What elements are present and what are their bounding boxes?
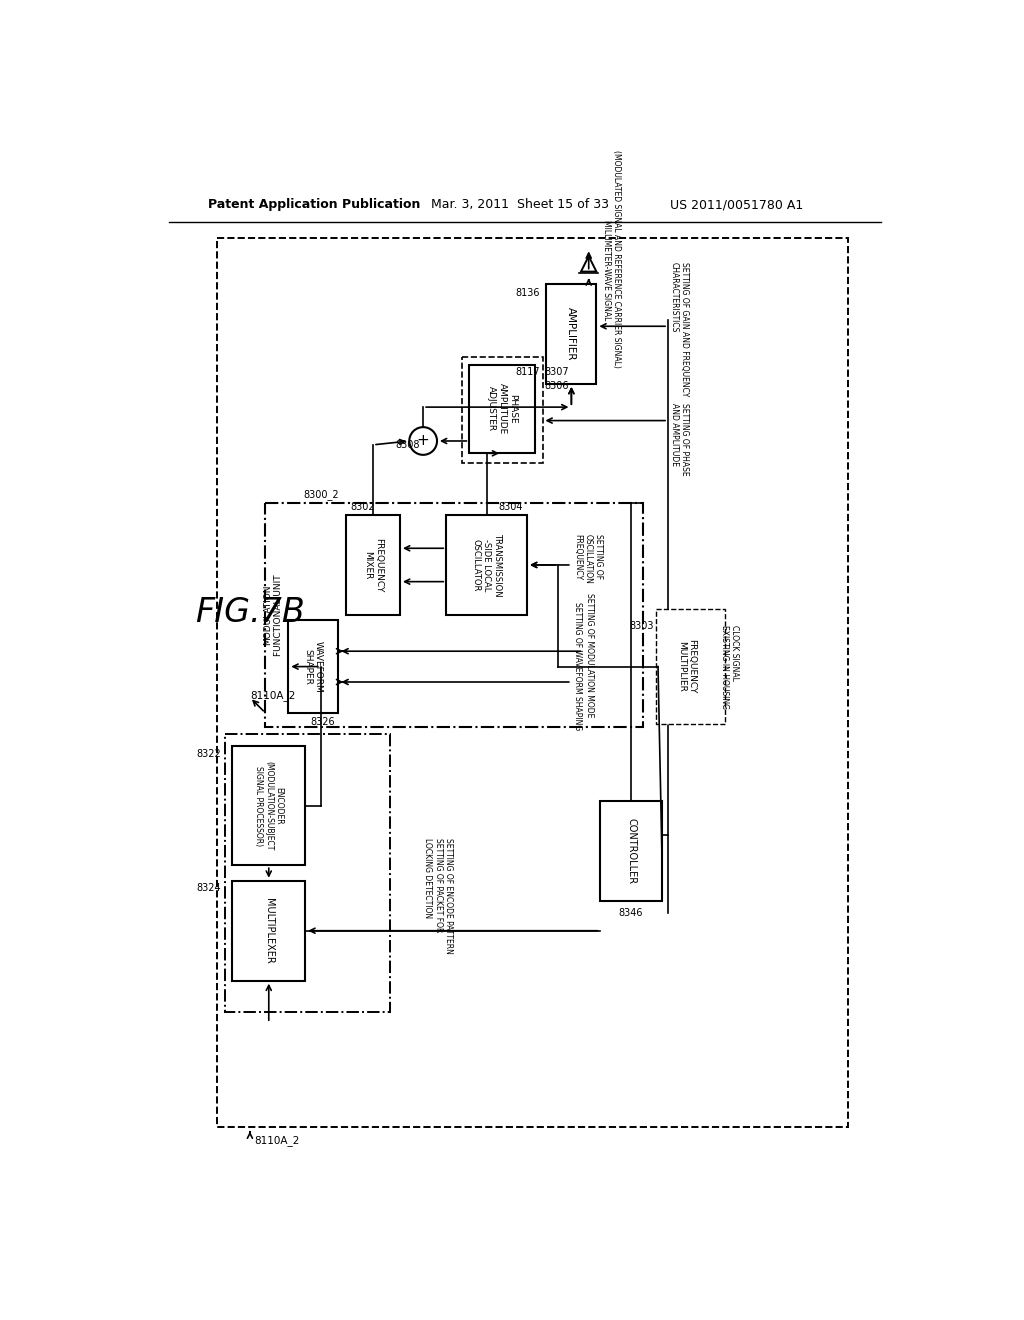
Text: CONTROLLER: CONTROLLER xyxy=(626,818,636,884)
Text: SETTING OF GAIN AND FREQUENCY
CHARACTERISTICS: SETTING OF GAIN AND FREQUENCY CHARACTERI… xyxy=(670,263,689,396)
Text: TRANSMISSION
-SIDE LOCAL
OSCILLATOR: TRANSMISSION -SIDE LOCAL OSCILLATOR xyxy=(472,533,502,597)
Text: SETTING OF ENCODE PATTERN
SETTING OF PACKET FOR
LOCKING DETECTION: SETTING OF ENCODE PATTERN SETTING OF PAC… xyxy=(423,838,453,954)
Text: FREQUENCY
MULTIPLIER: FREQUENCY MULTIPLIER xyxy=(677,639,696,694)
Bar xyxy=(346,515,400,615)
Text: 8326: 8326 xyxy=(310,717,335,727)
Text: ENCODER
(MODULATION-SUBJECT
SIGNAL PROCESSOR): ENCODER (MODULATION-SUBJECT SIGNAL PROCE… xyxy=(254,760,284,850)
Text: (MODULATED SIGNAL AND REFERENCE CARRIER SIGNAL): (MODULATED SIGNAL AND REFERENCE CARRIER … xyxy=(611,149,621,367)
Bar xyxy=(600,801,662,902)
Text: Patent Application Publication: Patent Application Publication xyxy=(208,198,420,211)
Text: 8302: 8302 xyxy=(350,502,375,512)
Text: US 2011/0051780 A1: US 2011/0051780 A1 xyxy=(670,198,803,211)
Text: SETTING OF
OSCILLATION
FREQUENCY: SETTING OF OSCILLATION FREQUENCY xyxy=(573,533,603,583)
Text: 8308: 8308 xyxy=(395,440,420,450)
Bar xyxy=(547,284,596,384)
Bar xyxy=(265,503,643,726)
Text: FREQUENCY
MIXER: FREQUENCY MIXER xyxy=(364,537,383,593)
Text: 8136: 8136 xyxy=(516,288,541,298)
Text: Mar. 3, 2011  Sheet 15 of 33: Mar. 3, 2011 Sheet 15 of 33 xyxy=(431,198,609,211)
Text: AMPLIFIER: AMPLIFIER xyxy=(566,308,577,360)
Text: 8324: 8324 xyxy=(196,883,220,894)
Text: WAVEFORM
SHAPER: WAVEFORM SHAPER xyxy=(304,640,324,693)
Text: CLOCK SIGNAL
EXISTING IN HOUSING: CLOCK SIGNAL EXISTING IN HOUSING xyxy=(720,624,739,709)
Text: 8322: 8322 xyxy=(196,748,220,759)
Text: 8303: 8303 xyxy=(630,620,654,631)
Bar xyxy=(232,746,305,866)
Bar xyxy=(446,515,527,615)
Text: SETTING OF MODULATION MODE: SETTING OF MODULATION MODE xyxy=(585,593,594,717)
Text: PHASE
AMPLITUDE
ADJUSTER: PHASE AMPLITUDE ADJUSTER xyxy=(487,383,517,434)
Bar xyxy=(658,616,716,717)
Bar xyxy=(224,734,390,1011)
Text: 8300_2: 8300_2 xyxy=(304,488,339,499)
Text: MODULATION
FUNCTIONAL UNIT: MODULATION FUNCTIONAL UNIT xyxy=(263,574,283,656)
Text: 8307: 8307 xyxy=(545,367,569,378)
Bar xyxy=(655,609,725,725)
Bar xyxy=(469,364,535,453)
Text: +: + xyxy=(417,433,429,449)
Text: FIG.7B: FIG.7B xyxy=(195,597,305,630)
Text: 8110A_2: 8110A_2 xyxy=(254,1135,299,1146)
Text: SETTING OF PHASE
AND AMPLITUDE: SETTING OF PHASE AND AMPLITUDE xyxy=(670,403,689,475)
Bar xyxy=(217,238,848,1127)
Text: 8304: 8304 xyxy=(499,502,523,512)
Text: SETTING OF WAVEFORM SHAPING: SETTING OF WAVEFORM SHAPING xyxy=(573,602,583,731)
Text: MILLIMETER-WAVE SIGNAL: MILLIMETER-WAVE SIGNAL xyxy=(602,220,610,321)
Text: MULTIPLEXER: MULTIPLEXER xyxy=(264,898,273,964)
Text: 8110A_2: 8110A_2 xyxy=(250,690,295,701)
Bar xyxy=(232,880,305,981)
Bar xyxy=(462,358,543,463)
Bar xyxy=(289,620,339,713)
Text: 8346: 8346 xyxy=(618,908,643,917)
Text: 8117: 8117 xyxy=(515,367,541,378)
Text: 8306: 8306 xyxy=(545,381,569,391)
